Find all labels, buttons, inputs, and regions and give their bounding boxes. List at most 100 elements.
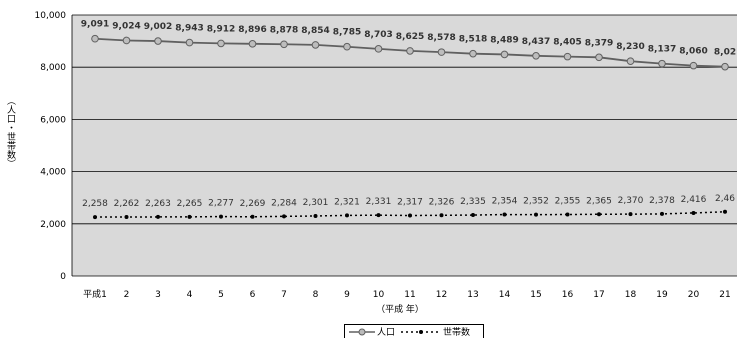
- data-label: 8,230: [616, 42, 644, 52]
- data-point: [122, 36, 131, 45]
- data-label: 2,370: [618, 196, 644, 206]
- x-tick-label: 10: [373, 290, 385, 300]
- data-point: [469, 49, 477, 58]
- data-label: 2,46: [715, 194, 735, 204]
- data-label: 2,354: [492, 197, 518, 207]
- data-label: 8,854: [301, 26, 329, 36]
- data-label: 8,878: [270, 25, 298, 35]
- data-label: 8,625: [396, 32, 424, 42]
- data-point: [532, 51, 540, 60]
- data-point: [439, 213, 444, 218]
- y-tick-label: 6,000: [40, 115, 66, 125]
- data-point: [343, 42, 351, 51]
- data-label: 2,258: [82, 199, 108, 209]
- data-point: [154, 37, 162, 45]
- data-point: [565, 212, 570, 217]
- data-label: 2,352: [523, 197, 549, 207]
- data-label: 8,060: [679, 47, 707, 57]
- data-point: [597, 212, 601, 217]
- data-point: [500, 50, 509, 59]
- x-tick-label: 4: [187, 290, 193, 300]
- data-label: 2,284: [271, 198, 297, 208]
- x-tick-label: 21: [719, 290, 730, 300]
- data-label: 2,317: [397, 198, 423, 208]
- x-tick-label: 17: [593, 290, 604, 300]
- data-point: [563, 52, 572, 61]
- data-point: [660, 211, 664, 216]
- x-tick-label: 8: [313, 290, 319, 300]
- legend-households-marker: [401, 329, 442, 334]
- data-label: 2,269: [240, 199, 266, 209]
- x-tick-label: 5: [218, 290, 224, 300]
- series-households: 2,258 2,262 2,263 2,265 2,277 2,269 2,284 2,301…: [82, 194, 735, 220]
- x-tick-label: 平成1: [83, 288, 107, 300]
- data-label: 8,578: [427, 33, 455, 43]
- series-population: 9,091 9,024 9,002 8,943 8,912 8,896 8,878 8,854…: [81, 20, 736, 71]
- data-label: 2,301: [303, 198, 329, 208]
- data-point: [280, 40, 288, 49]
- data-point: [156, 214, 160, 219]
- data-point: [219, 214, 223, 219]
- data-label: 8,02: [714, 48, 736, 58]
- data-point: [313, 213, 318, 218]
- data-point: [595, 53, 603, 62]
- x-tick-label: 13: [467, 290, 478, 300]
- data-point: [187, 214, 192, 219]
- x-tick-label: 3: [155, 290, 161, 300]
- data-label: 8,518: [459, 35, 487, 45]
- data-label: 2,326: [429, 197, 455, 207]
- data-point: [626, 57, 635, 65]
- data-point: [282, 214, 286, 219]
- x-tick-label: 16: [562, 290, 574, 300]
- data-point: [93, 215, 97, 220]
- data-point: [345, 213, 349, 218]
- y-axis-label: （人口・世帯数）: [5, 96, 15, 168]
- data-point: [217, 39, 225, 48]
- data-label: 2,277: [208, 199, 234, 209]
- data-point: [723, 209, 727, 214]
- x-tick-label: 19: [656, 290, 668, 300]
- legend-households-label: 世帯数: [443, 328, 471, 338]
- data-label: 8,379: [585, 38, 613, 48]
- data-label: 8,137: [648, 45, 676, 55]
- x-tick-label: 15: [530, 290, 541, 300]
- data-label: 2,265: [177, 199, 203, 209]
- data-point: [124, 214, 129, 219]
- data-point: [185, 38, 194, 47]
- plot-area: [72, 15, 737, 276]
- legend-item-population: 人口: [349, 325, 395, 338]
- x-tick-label: 2: [124, 290, 130, 300]
- data-label: 2,378: [649, 196, 675, 206]
- data-label: 2,331: [366, 197, 392, 207]
- data-point: [658, 59, 666, 68]
- x-tick-label: 9: [344, 290, 350, 300]
- data-label: 2,321: [334, 197, 360, 207]
- data-label: 8,489: [490, 35, 518, 45]
- x-axis-label: （平成 年）: [376, 303, 424, 315]
- data-label: 2,262: [114, 199, 140, 209]
- x-tick-label: 12: [436, 290, 447, 300]
- y-tick-label: 4,000: [40, 168, 66, 178]
- data-label: 9,024: [112, 21, 140, 31]
- data-point: [628, 212, 633, 217]
- x-tick-label: 6: [250, 290, 256, 300]
- data-point: [437, 48, 446, 56]
- data-point: [376, 213, 381, 218]
- data-label: 8,896: [238, 25, 266, 35]
- x-tick-label: 18: [625, 290, 637, 300]
- data-point: [406, 47, 414, 55]
- y-axis-ticks: 0 2,000 4,000 6,000 8,000 10,000: [35, 11, 67, 282]
- data-label: 8,785: [333, 28, 361, 38]
- data-label: 2,335: [460, 197, 486, 207]
- data-point: [248, 40, 257, 48]
- y-tick-label: 2,000: [40, 220, 66, 230]
- data-point: [689, 61, 698, 70]
- x-axis-ticks: 平成1 2 3 4 5 6 7 8 9 10 11 12 13 14 15 16 17 18 19 20 21: [83, 288, 731, 300]
- data-label: 2,416: [681, 195, 707, 205]
- data-point: [502, 212, 507, 217]
- data-label: 8,703: [364, 30, 392, 40]
- data-label: 2,263: [145, 199, 171, 209]
- y-tick-label: 0: [60, 272, 66, 282]
- series-group: 9,091 9,024 9,002 8,943 8,912 8,896 8,878 8,854…: [81, 20, 736, 220]
